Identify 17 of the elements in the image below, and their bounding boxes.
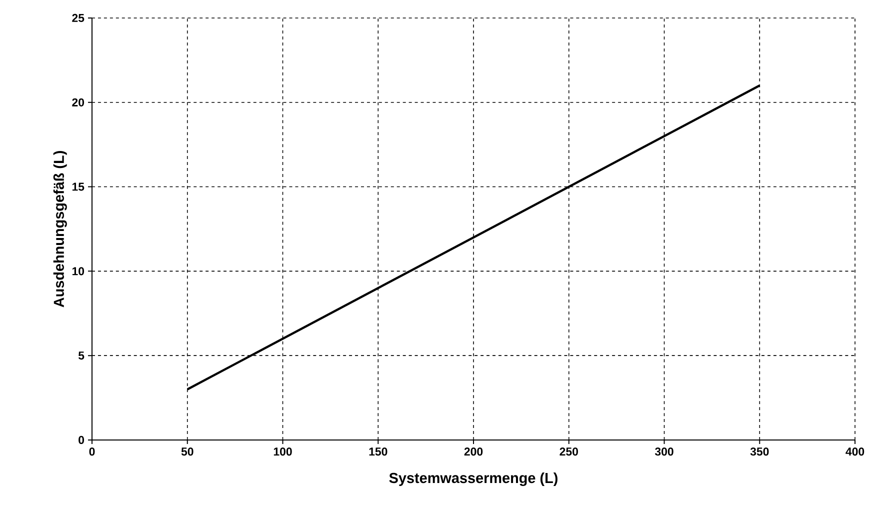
y-tick-label: 10 xyxy=(72,267,84,276)
x-axis-title: Systemwassermenge (L) xyxy=(389,472,558,486)
y-axis-title: Ausdehnungsgefäß (L) xyxy=(53,151,67,308)
x-tick-label: 250 xyxy=(560,448,578,456)
y-tick-label: 5 xyxy=(78,352,84,360)
x-tick-label: 100 xyxy=(274,448,292,456)
x-tick-label: 200 xyxy=(464,448,483,456)
x-tick-label: 0 xyxy=(89,448,95,456)
x-tick-label: 300 xyxy=(654,448,674,456)
y-tick-label: 0 xyxy=(78,436,84,444)
y-tick-label: 25 xyxy=(72,14,84,22)
x-tick-label: 50 xyxy=(181,448,194,456)
y-tick-label: 20 xyxy=(72,98,84,106)
x-tick-label: 350 xyxy=(750,448,769,456)
x-tick-label: 400 xyxy=(846,448,864,456)
y-tick-label: 15 xyxy=(72,182,84,191)
x-tick-label: 150 xyxy=(369,448,388,456)
